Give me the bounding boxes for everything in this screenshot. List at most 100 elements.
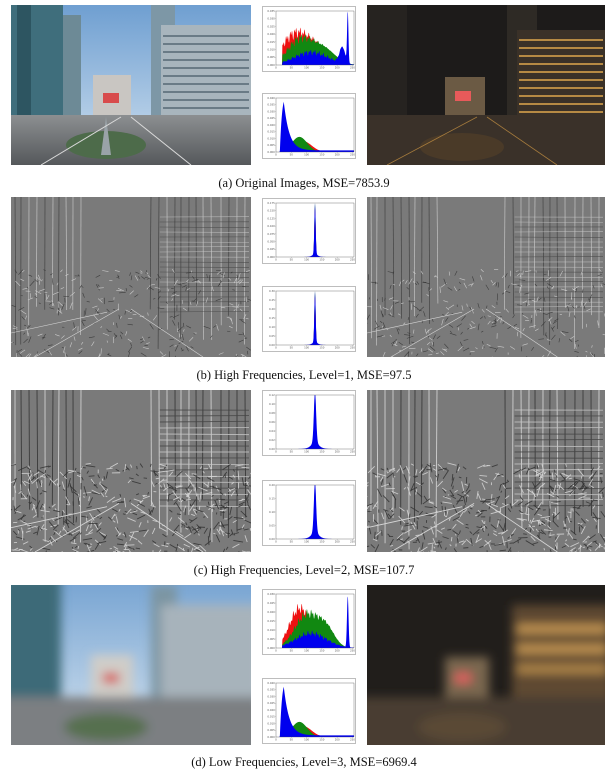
blurred-night-photo — [367, 585, 605, 745]
y-tick-label: 0.025 — [267, 701, 275, 705]
y-tick-label: 0.20 — [269, 483, 275, 487]
edge-map — [11, 390, 251, 552]
y-tick-label: 0.015 — [267, 130, 275, 134]
original-night-image — [367, 5, 605, 165]
y-tick-label: 0.150 — [267, 209, 275, 213]
blurred-day-photo — [11, 585, 251, 745]
x-tick-label: 250 — [350, 258, 355, 262]
x-tick-label: 200 — [335, 153, 340, 157]
histogram-lowfreq3-top: 0.030 0.025 0.020 0.015 0.010 0.005 0.000 0 50 10… — [262, 589, 356, 655]
histogram-channel-c — [276, 596, 354, 648]
x-tick-label: 0 — [275, 346, 277, 350]
x-tick-label: 100 — [304, 738, 309, 742]
histogram-highfreq1-top: 0.175 0.150 0.125 0.100 0.075 0.050 0.025 0.000… — [262, 198, 356, 264]
y-tick-label: 0.020 — [267, 708, 275, 712]
plot-frame — [275, 202, 355, 258]
y-tick-label: 0.100 — [267, 224, 275, 228]
x-tick-label: 100 — [304, 258, 309, 262]
x-tick-label: 150 — [319, 258, 324, 262]
edge-lines — [11, 390, 251, 552]
y-tick-label: 0.015 — [267, 619, 275, 623]
caption-original: (a) Original Images, MSE=7853.9 — [218, 176, 390, 190]
caption-lowfreq-level3: (d) Low Frequencies, Level=3, MSE=6969.4 — [191, 755, 417, 769]
highfreq-level2-right-image — [367, 390, 605, 552]
histogram-channel-c — [276, 11, 354, 65]
y-tick-label: 0.00 — [269, 537, 275, 541]
y-tick-label: 0.035 — [267, 9, 275, 13]
day-city-photo — [11, 5, 251, 165]
x-tick-label: 200 — [335, 258, 340, 262]
x-tick-label: 250 — [350, 66, 355, 70]
y-tick-label: 0.06 — [269, 420, 275, 424]
y-tick-label: 0.15 — [269, 496, 275, 500]
x-tick-label: 250 — [350, 738, 355, 742]
x-tick-label: 250 — [350, 450, 355, 454]
x-tick-label: 50 — [290, 346, 294, 350]
plot-frame — [275, 682, 355, 738]
histogram-channel-c — [276, 203, 354, 257]
y-tick-label: 0.015 — [267, 40, 275, 44]
y-tick-label: 0.025 — [267, 116, 275, 120]
y-tick-label: 0.000 — [267, 646, 275, 650]
edge-background — [11, 197, 251, 357]
x-tick-label: 200 — [335, 346, 340, 350]
histogram-highfreq2-top: 0.12 0.10 0.08 0.06 0.04 0.02 0.00 0 50 100 150 200… — [262, 390, 356, 456]
y-tick-label: 0.175 — [267, 201, 275, 205]
y-tick-label: 0.05 — [269, 334, 275, 338]
original-day-image — [11, 5, 251, 165]
x-tick-label: 50 — [290, 649, 294, 653]
x-tick-label: 150 — [319, 450, 324, 454]
y-tick-label: 0.010 — [267, 47, 275, 51]
y-tick-label: 0.040 — [267, 681, 275, 685]
lowfreq-level3-left-image — [11, 585, 251, 745]
x-tick-label: 150 — [319, 649, 324, 653]
y-tick-label: 0.00 — [269, 447, 275, 451]
histogram-plot: 0.12 0.10 0.08 0.06 0.04 0.02 0.000 50 100 150 200… — [269, 393, 355, 454]
x-tick-label: 50 — [290, 540, 294, 544]
x-tick-label: 0 — [275, 258, 277, 262]
plot-frame — [275, 97, 355, 153]
histogram-channel-c — [276, 291, 354, 345]
highfreq-level1-left-image — [11, 197, 251, 357]
y-tick-label: 0.035 — [267, 688, 275, 692]
y-tick-label: 0.30 — [269, 289, 275, 293]
y-tick-label: 0.000 — [267, 255, 275, 259]
x-tick-label: 250 — [350, 346, 355, 350]
y-tick-label: 0.005 — [267, 728, 275, 732]
y-tick-label: 0.035 — [267, 103, 275, 107]
y-tick-label: 0.20 — [269, 307, 275, 311]
x-tick-label: 0 — [275, 738, 277, 742]
y-tick-label: 0.075 — [267, 232, 275, 236]
y-tick-label: 0.005 — [267, 143, 275, 147]
y-tick-label: 0.02 — [269, 438, 275, 442]
plot-frame — [275, 10, 355, 66]
y-tick-label: 0.000 — [267, 735, 275, 739]
x-tick-label: 150 — [319, 346, 324, 350]
x-tick-label: 100 — [304, 66, 309, 70]
x-tick-label: 50 — [290, 66, 294, 70]
histogram-plot: 0.30 0.25 0.20 0.15 0.10 0.05 0.000 50 100 150 200… — [269, 289, 355, 350]
plot-frame — [275, 394, 355, 450]
x-tick-label: 150 — [319, 153, 324, 157]
lowfreq-level3-right-image — [367, 585, 605, 745]
histogram-plot: 0.040 0.035 0.030 0.025 0.020 0.015 0.010 0.005… — [267, 96, 355, 157]
y-tick-label: 0.020 — [267, 32, 275, 36]
x-tick-label: 100 — [304, 346, 309, 350]
y-tick-label: 0.010 — [267, 721, 275, 725]
edge-map — [367, 390, 605, 552]
caption-highfreq-level2: (c) High Frequencies, Level=2, MSE=107.7 — [193, 563, 415, 577]
x-tick-label: 0 — [275, 153, 277, 157]
histogram-original-bottom: 0.040 0.035 0.030 0.025 0.020 0.015 0.010 0.005… — [262, 93, 356, 159]
histogram-plot: 0.035 0.030 0.025 0.020 0.015 0.010 0.005 0.000… — [267, 9, 355, 70]
y-tick-label: 0.050 — [267, 239, 275, 243]
x-tick-label: 250 — [350, 153, 355, 157]
y-tick-label: 0.12 — [269, 393, 275, 397]
highfreq-level1-right-image — [367, 197, 605, 357]
histogram-highfreq1-bottom: 0.30 0.25 0.20 0.15 0.10 0.05 0.00 0 50 100 150 200… — [262, 286, 356, 352]
x-tick-label: 0 — [275, 540, 277, 544]
histogram-channel-b — [276, 34, 354, 65]
x-tick-label: 50 — [290, 153, 294, 157]
y-tick-label: 0.010 — [267, 628, 275, 632]
x-tick-label: 200 — [335, 649, 340, 653]
